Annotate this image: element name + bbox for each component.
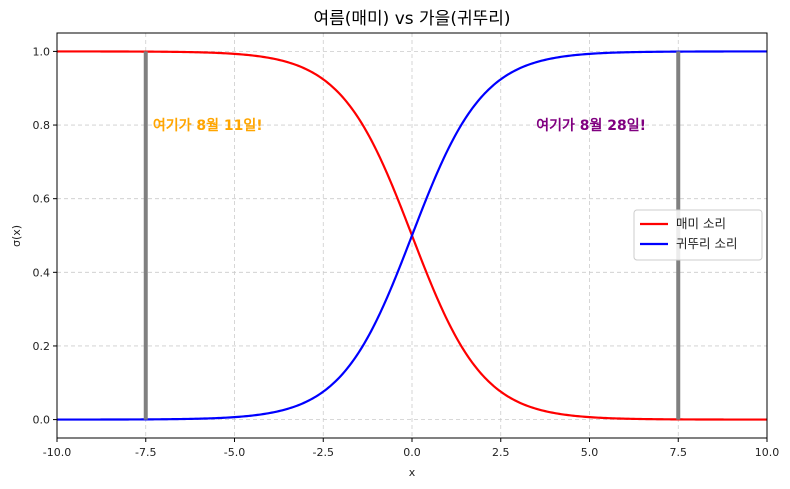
x-tick-label: -10.0: [43, 446, 71, 459]
legend-box: [633, 209, 763, 261]
annotation-text: 여기가 8월 11일!: [153, 117, 263, 134]
annotations: 여기가 8월 11일! 여기가 8월 28일!: [153, 117, 646, 134]
x-tick-label: -5.0: [224, 446, 245, 459]
chart-title: 여름(매미) vs 가을(귀뚜리): [313, 9, 510, 29]
legend-label: 매미 소리: [676, 216, 726, 231]
x-tick-label: -2.5: [313, 446, 334, 459]
x-tick-label: 5.0: [581, 446, 599, 459]
y-tick-label: 1.0: [33, 45, 51, 58]
x-axis-ticks: -10.0 -7.5 -5.0 -2.5 0.0 2.5 5.0 7.5 10.0: [43, 438, 779, 459]
y-tick-label: 0.0: [33, 414, 51, 427]
annotation-text: 여기가 8월 28일!: [536, 117, 646, 134]
y-tick-label: 0.6: [33, 193, 51, 206]
y-axis-ticks: 0.0 0.2 0.4 0.6 0.8 1.0: [33, 45, 57, 427]
series-line-1: [57, 50, 767, 421]
x-tick-label: 10.0: [755, 446, 780, 459]
x-tick-label: 7.5: [670, 446, 688, 459]
x-tick-label: -7.5: [135, 446, 156, 459]
plot-area: [57, 50, 767, 421]
x-tick-label: 0.0: [403, 446, 421, 459]
y-tick-label: 0.8: [33, 119, 51, 132]
x-axis-label: x: [409, 466, 416, 479]
y-axis-label: σ(x): [10, 225, 23, 247]
y-tick-label: 0.2: [33, 340, 51, 353]
legend-label: 귀뚜리 소리: [676, 236, 737, 251]
y-tick-label: 0.4: [33, 266, 51, 279]
x-tick-label: 2.5: [492, 446, 510, 459]
